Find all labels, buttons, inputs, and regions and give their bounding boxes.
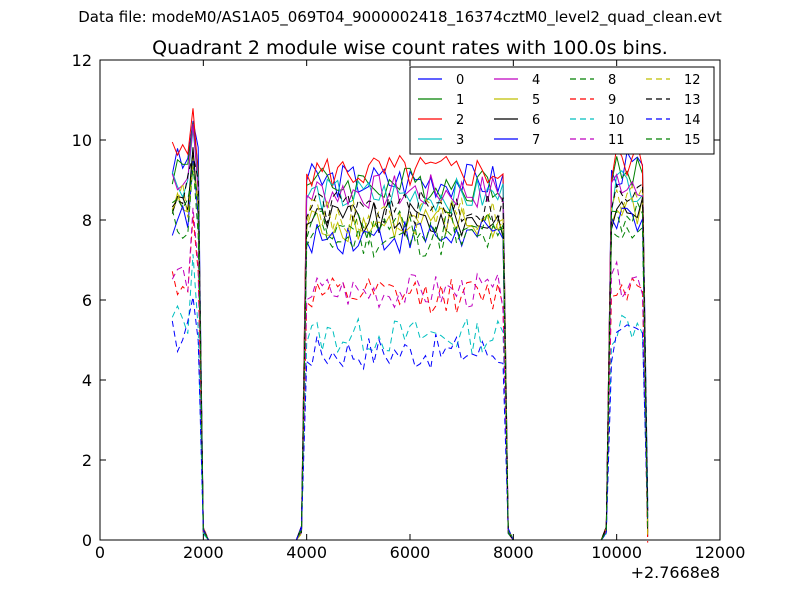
y-tick-label: 6 <box>82 291 92 310</box>
x-tick-label: 6000 <box>390 543 431 562</box>
series-line-3 <box>171 129 649 541</box>
series-line-10 <box>171 254 649 541</box>
y-tick-label: 12 <box>72 51 92 70</box>
legend-label-5: 5 <box>532 93 540 108</box>
x-tick-label: 2000 <box>183 543 224 562</box>
legend-label-6: 6 <box>532 113 540 128</box>
legend-label-3: 3 <box>456 133 464 148</box>
legend-label-10: 10 <box>608 113 625 128</box>
legend-label-15: 15 <box>684 133 701 148</box>
legend-label-0: 0 <box>456 73 464 88</box>
legend-label-9: 9 <box>608 93 616 108</box>
y-tick-label: 10 <box>72 131 92 150</box>
series-line-13 <box>171 155 649 541</box>
legend-label-12: 12 <box>684 73 701 88</box>
legend-label-4: 4 <box>532 73 540 88</box>
legend-label-2: 2 <box>456 113 464 128</box>
series-line-6 <box>171 147 649 541</box>
x-tick-label: 0 <box>95 543 105 562</box>
figure-suptitle: Data file: modeM0/AS1A05_069T04_90000024… <box>78 8 722 26</box>
y-tick-label: 4 <box>82 371 92 390</box>
series-line-14 <box>171 296 649 541</box>
series-line-12 <box>171 165 649 541</box>
chart-title: Quadrant 2 module wise count rates with … <box>152 37 668 59</box>
x-tick-label: 12000 <box>695 543 746 562</box>
x-tick-label: 8000 <box>493 543 534 562</box>
y-tick-label: 0 <box>82 531 92 550</box>
series-line-11 <box>171 207 649 541</box>
series-line-15 <box>171 170 649 541</box>
legend-label-11: 11 <box>608 133 625 148</box>
y-tick-label: 8 <box>82 211 92 230</box>
plot-area <box>171 108 649 543</box>
legend-label-8: 8 <box>608 73 616 88</box>
x-tick-label: 4000 <box>286 543 327 562</box>
legend-label-14: 14 <box>684 113 701 128</box>
x-offset-label: +2.7668e8 <box>631 563 720 582</box>
legend-label-13: 13 <box>684 93 701 108</box>
y-tick-label: 2 <box>82 451 92 470</box>
legend-label-1: 1 <box>456 93 464 108</box>
series-line-9 <box>171 216 649 543</box>
legend-label-7: 7 <box>532 133 540 148</box>
legend-box <box>409 66 715 155</box>
x-tick-label: 10000 <box>591 543 642 562</box>
